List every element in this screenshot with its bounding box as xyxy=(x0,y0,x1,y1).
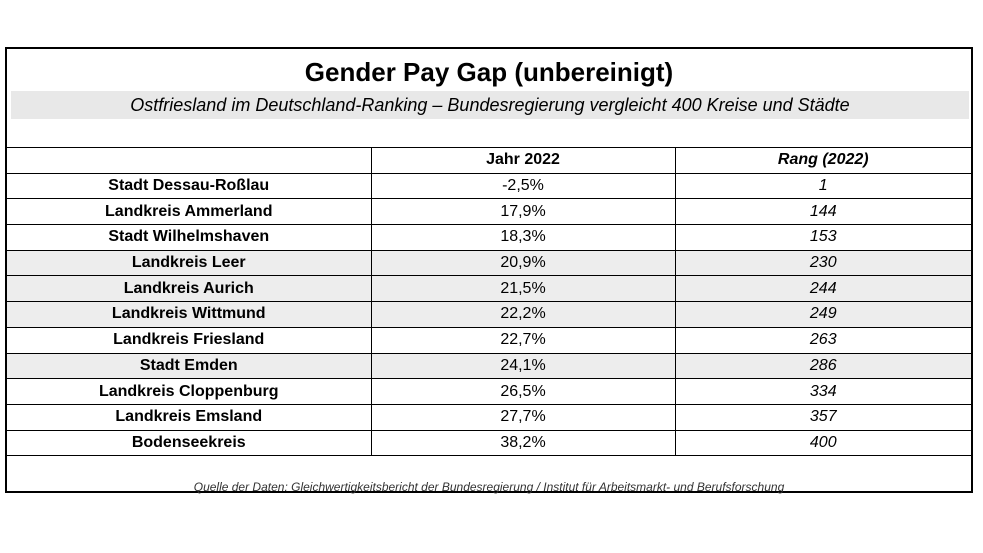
source-note: Quelle der Daten: Gleichwertigkeitsberic… xyxy=(193,480,785,494)
table-row: Landkreis Aurich 21,5% 244 xyxy=(7,275,971,302)
pay-gap-cell: 26,5% xyxy=(370,378,676,405)
region-name-cell: Stadt Dessau-Roßlau xyxy=(7,173,372,199)
column-header-year: Jahr 2022 xyxy=(371,147,676,174)
subtitle-band: Ostfriesland im Deutschland-Ranking – Bu… xyxy=(11,91,969,119)
table-row: Landkreis Cloppenburg 26,5% 334 xyxy=(7,378,971,405)
rank-cell: 263 xyxy=(674,327,971,353)
rank-cell: 1 xyxy=(818,177,828,195)
table-row: Landkreis Ammerland 17,9% 144 xyxy=(7,198,971,225)
pay-gap-cell: 21,5% xyxy=(370,275,676,302)
column-header-rank: Rang (2022) xyxy=(777,151,869,169)
table-row: Landkreis Wittmund 22,2% 249 xyxy=(7,301,971,328)
pay-gap-cell: 17,9% xyxy=(370,198,676,225)
pay-gap-cell: 22,7% xyxy=(370,327,676,353)
table-row: Stadt Dessau-Roßlau -2,5% 1 xyxy=(7,173,971,199)
pay-gap-cell: 20,9% xyxy=(370,250,676,276)
region-name-cell: Landkreis Emsland xyxy=(7,404,372,431)
table-row: Stadt Emden 24,1% 286 xyxy=(7,353,971,379)
column-header-region xyxy=(7,147,372,174)
ranking-table: Jahr 2022 Rang (2022) Stadt Dessau-Roßla… xyxy=(7,147,971,456)
region-name-cell: Bodenseekreis xyxy=(7,430,372,456)
rank-cell: 249 xyxy=(674,301,971,328)
table-row: Landkreis Friesland 22,7% 263 xyxy=(7,327,971,353)
pay-gap-cell: 18,3% xyxy=(370,224,676,251)
region-name-cell: Landkreis Leer xyxy=(7,250,372,276)
pay-gap-cell: 24,1% xyxy=(370,353,676,379)
region-name-cell: Landkreis Friesland xyxy=(7,327,372,353)
page-subtitle: Ostfriesland im Deutschland-Ranking – Bu… xyxy=(130,95,850,115)
rank-cell: 230 xyxy=(674,250,971,276)
pay-gap-cell: 38,2% xyxy=(370,430,676,456)
pay-gap-cell: 22,2% xyxy=(370,301,676,328)
table-header-row: Jahr 2022 Rang (2022) xyxy=(7,147,971,174)
table-row: Landkreis Emsland 27,7% 357 xyxy=(7,404,971,431)
rank-cell: 334 xyxy=(674,378,971,405)
page-title: Gender Pay Gap (unbereinigt) xyxy=(304,57,674,87)
region-name-cell: Stadt Emden xyxy=(7,353,372,379)
region-name-cell: Stadt Wilhelmshaven xyxy=(7,224,372,251)
rank-cell: 153 xyxy=(674,224,971,251)
rank-cell: 244 xyxy=(674,275,971,302)
rank-cell: 357 xyxy=(674,404,971,431)
region-name-cell: Landkreis Ammerland xyxy=(7,198,372,225)
pay-gap-cell: -2,5% xyxy=(371,173,676,199)
rank-cell: 400 xyxy=(674,430,971,456)
rank-cell: 144 xyxy=(674,198,971,225)
pay-gap-cell: 27,7% xyxy=(370,404,676,431)
region-name-cell: Landkreis Wittmund xyxy=(7,301,372,328)
table-row: Landkreis Leer 20,9% 230 xyxy=(7,250,971,276)
region-name-cell: Landkreis Aurich xyxy=(7,275,372,302)
table-row: Stadt Wilhelmshaven 18,3% 153 xyxy=(7,224,971,251)
ranking-panel: Gender Pay Gap (unbereinigt) Ostfrieslan… xyxy=(5,47,973,494)
region-name-cell: Landkreis Cloppenburg xyxy=(7,378,372,405)
rank-cell: 286 xyxy=(674,353,971,379)
table-body: Stadt Dessau-Roßlau -2,5% 1 Landkreis Ammer… xyxy=(7,173,971,456)
table-row: Bodenseekreis 38,2% 400 xyxy=(7,430,971,456)
